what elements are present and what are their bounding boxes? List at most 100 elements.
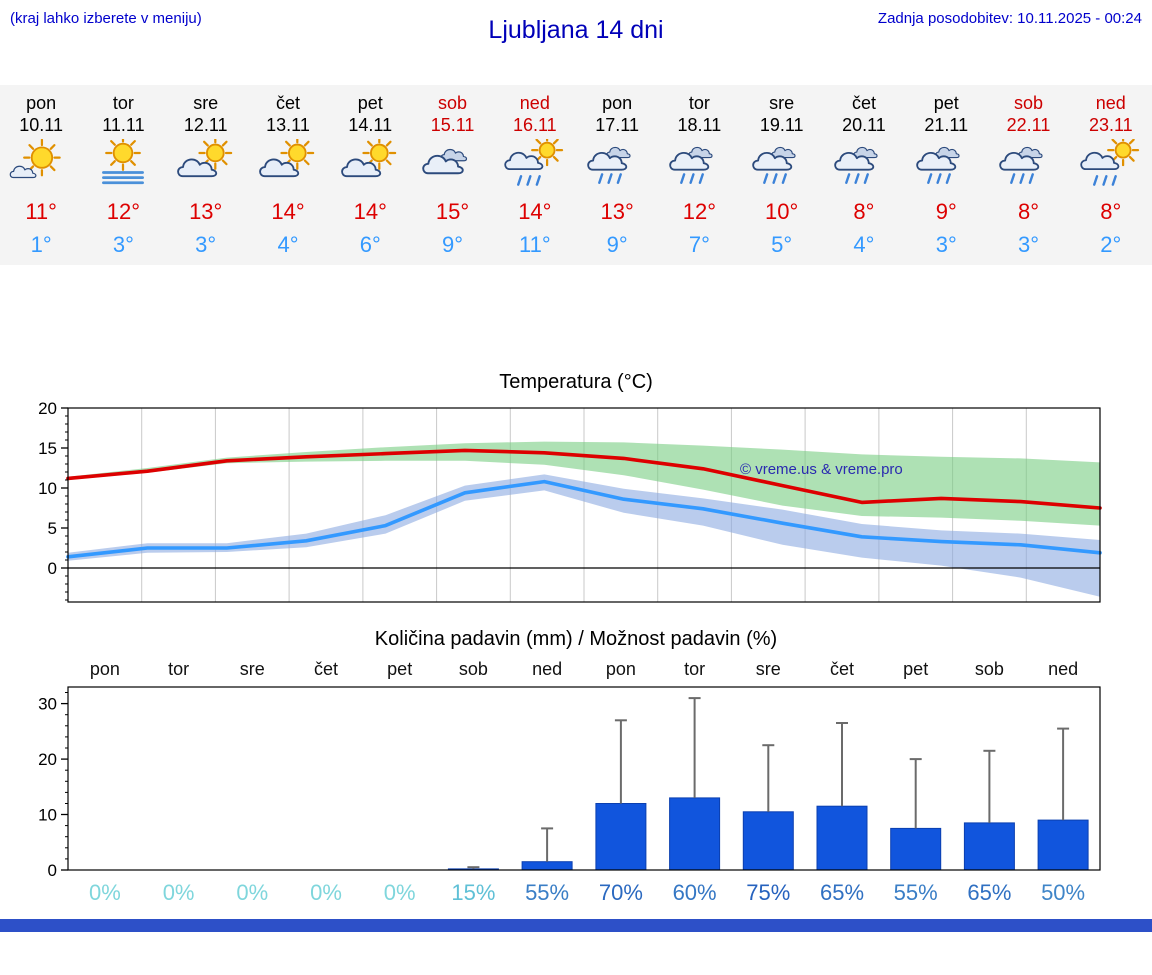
high-temp: 12° [106,199,141,225]
low-temp: 9° [606,232,628,258]
precip-bar [742,811,794,871]
precip-day-label: pon [606,659,636,679]
day-name: sre [769,93,795,113]
precip-y-tick-label: 20 [38,750,57,769]
low-temp: 7° [688,232,710,258]
forecast-day: sre 12.11 13° 3° [165,85,247,265]
forecast-day: pet 14.11 14° 6° [329,85,411,265]
precip-day-label: pet [387,659,412,679]
low-temp: 2° [1100,232,1122,258]
min_temp_range-band [68,474,1100,597]
high-temp: 9° [935,199,957,225]
min_temp-line [66,479,1102,559]
precip-y-tick-label: 30 [38,695,57,714]
temp-y-tick-label: 15 [38,439,57,458]
high-temp: 13° [189,199,223,225]
precip-y-tick-label: 0 [48,861,57,880]
temp-y-tick-label: 10 [38,479,57,498]
precip-probability-label: 75% [746,880,790,905]
precip-day-label: čet [830,659,854,679]
day-date: 21.11 [924,114,969,135]
day-date: 13.11 [266,114,310,135]
day-name: tor [688,93,710,113]
day-name: pet [357,93,383,113]
temp-y-tick-label: 5 [48,519,57,538]
forecast-day: pon 17.11 13° 9° [576,85,658,265]
precip-probability-label: 15% [451,880,495,905]
precip-probability-label: 0% [310,880,342,905]
partly-cloudy-icon [247,139,329,197]
day-date: 11.11 [102,114,145,135]
rain-icon [658,139,740,197]
max_temp_range-band [68,441,1100,526]
temperature-chart-section: Temperatura (°C) 0 5 10 15 20 © vreme.us & vr… [0,371,1152,606]
day-date: 19.11 [759,114,804,135]
low-temp: 9° [442,232,464,258]
low-temp: 3° [195,232,217,258]
high-temp: 13° [600,199,634,225]
forecast-day: čet 13.11 14° 4° [247,85,329,265]
day-date: 17.11 [595,114,639,135]
high-temp: 8° [1017,199,1040,225]
rain-icon [987,139,1069,197]
day-name: ned [1095,93,1126,113]
forecast-day: ned 23.11 8° 2° [1070,85,1152,265]
high-temp: 12° [682,199,717,225]
precip-bar [890,827,942,871]
precip-day-label: pon [90,659,120,679]
precip-day-label: ned [532,659,562,679]
precip-bar [521,861,573,871]
rain-icon [741,139,823,197]
day-name: sob [1014,93,1044,113]
sun-fog-icon [82,139,164,197]
low-temp: 3° [1017,232,1040,258]
low-temp: 4° [277,232,299,258]
forecast-day: tor 18.11 12° 7° [658,85,740,265]
precip-bar [963,822,1015,871]
day-name: čet [851,93,876,113]
forecast-day: sre 19.11 10° 5° [741,85,823,265]
high-temp: 10° [765,199,799,225]
day-name: sre [193,93,219,113]
max_temp-line [66,448,1102,510]
low-temp: 6° [359,232,381,258]
low-temp: 4° [853,232,875,258]
precip-day-label: tor [168,659,189,679]
day-date: 15.11 [430,114,475,135]
low-temp: 3° [935,232,957,258]
day-name: pet [933,93,959,113]
precip-day-label: čet [314,659,338,679]
precip-day-label: sre [756,659,781,679]
high-temp: 11° [25,199,57,225]
precip-probability-label: 70% [599,880,643,905]
day-date: 16.11 [512,114,557,135]
precipitation-chart: pon tor sre čet pet sob ned pon tor sre čet pet sob n… [38,659,1101,905]
precip-day-label: sob [459,659,488,679]
day-date: 23.11 [1088,114,1133,135]
low-temp: 3° [112,232,134,258]
temperature-chart: 0 5 10 15 20 © vreme.us & vreme.pro [38,400,1102,603]
rain-icon [576,139,658,197]
footer-bar [0,919,1152,932]
day-name: ned [519,93,550,113]
precip-probability-label: 50% [1041,880,1085,905]
watermark: © vreme.us & vreme.pro [740,461,903,478]
precip-probability-label: 0% [163,880,195,905]
precip-day-label: sre [240,659,265,679]
partly-cloudy-icon [165,139,247,197]
forecast-day: ned 16.11 14° 11° [494,85,576,265]
precip-day-label: ned [1048,659,1078,679]
precipitation-chart-title: Količina padavin (mm) / Možnost padavin … [374,628,778,650]
day-date: 18.11 [677,114,722,135]
cloudy-icon [411,139,493,197]
precip-probability-label: 0% [384,880,416,905]
precip-probability-label: 65% [820,880,864,905]
high-temp: 8° [1100,199,1122,225]
precip-probability-label: 60% [673,880,717,905]
precip-probability-label: 55% [525,880,569,905]
forecast-day: tor 11.11 12° 3° [82,85,164,265]
forecast-day: pet 21.11 9° 3° [905,85,987,265]
precip-probability-label: 65% [967,880,1011,905]
forecast-strip: pon 10.11 11° 1° tor 11.11 12° 3° sre 12… [0,85,1152,265]
precip-day-label: tor [684,659,705,679]
